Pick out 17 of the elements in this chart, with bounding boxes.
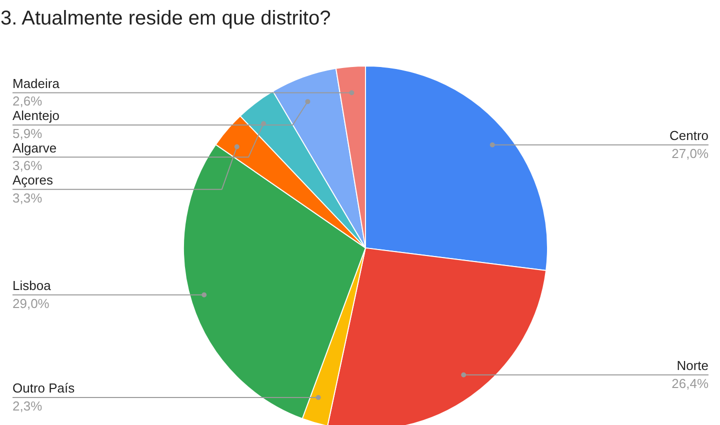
slice-label: Alentejo bbox=[12, 108, 60, 124]
data-label: 5,9% bbox=[12, 126, 43, 141]
data-label: 26,4% bbox=[672, 376, 709, 391]
data-label: 2,3% bbox=[12, 398, 43, 414]
slice-label: Lisboa bbox=[12, 278, 52, 294]
slice-label: Norte bbox=[676, 358, 709, 373]
data-label: 3,6% bbox=[12, 158, 43, 174]
chart-title: 3. Atualmente reside em que distrito? bbox=[0, 8, 331, 30]
data-label: 2,6% bbox=[12, 94, 43, 109]
slice-label: Madeira bbox=[12, 76, 60, 91]
data-label: 29,0% bbox=[12, 296, 50, 311]
slice-label: Centro bbox=[669, 128, 709, 144]
data-label: 3,3% bbox=[12, 190, 43, 206]
data-label: 27,0% bbox=[672, 146, 709, 161]
slice-label: Açores bbox=[12, 172, 54, 188]
slice-label: Algarve bbox=[12, 140, 57, 156]
slice-label: Outro País bbox=[12, 380, 76, 396]
